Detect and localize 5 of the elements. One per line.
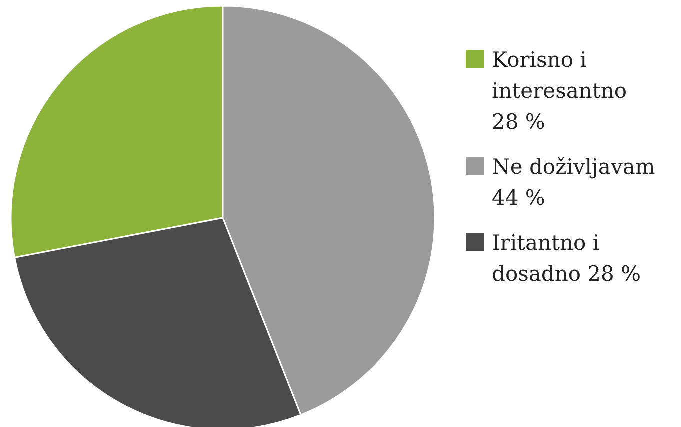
legend-label: Ne doživljavam: [492, 155, 656, 179]
data-label: 28 %: [492, 110, 546, 134]
legend-label: Korisno i interesantno: [492, 48, 628, 103]
data-label: 44 %: [492, 186, 546, 210]
legend-label: Iritantno i dosadno 28 %: [492, 231, 642, 286]
